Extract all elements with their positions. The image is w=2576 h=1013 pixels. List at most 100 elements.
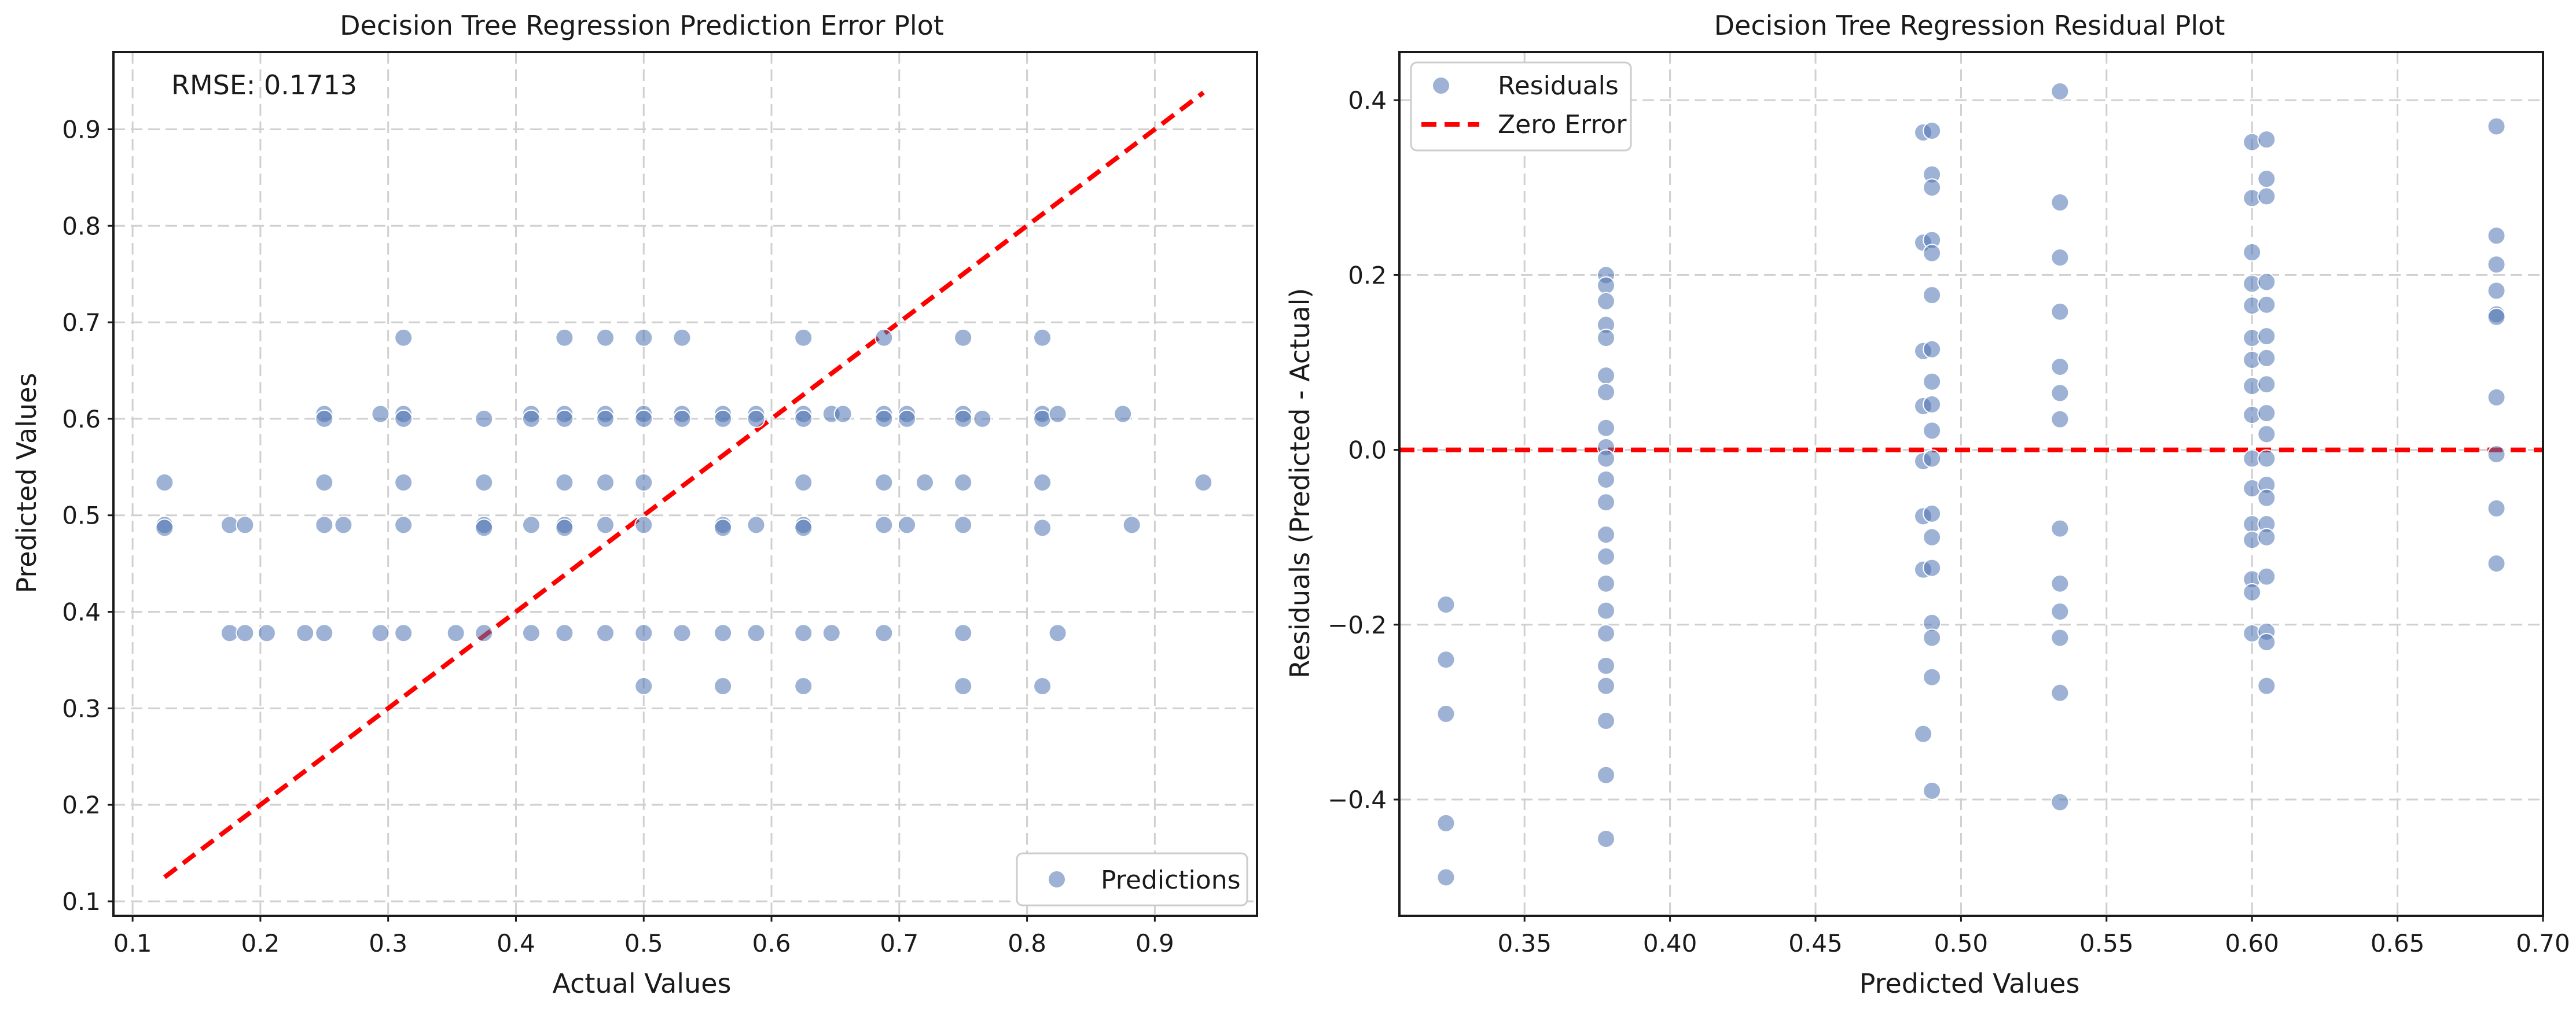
data-point — [2050, 519, 2070, 538]
data-point — [1033, 518, 1052, 537]
data-point — [1122, 515, 1141, 535]
data-point — [1923, 178, 1942, 197]
data-point — [1033, 676, 1052, 695]
legend-box — [1410, 61, 1632, 152]
data-point — [634, 328, 653, 347]
data-point — [2487, 255, 2506, 274]
legend-marker — [1048, 870, 1066, 889]
data-point — [833, 404, 852, 423]
data-points — [1436, 82, 2506, 887]
x-tick-label: 0.40 — [1643, 929, 1697, 957]
y-tick-label: 0.4 — [62, 598, 101, 627]
y-axis-label: Residuals (Predicted - Actual) — [1284, 288, 1315, 679]
data-point — [874, 409, 894, 428]
x-tick-label: 0.3 — [369, 929, 407, 957]
chart-title: Decision Tree Regression Residual Plot — [1714, 10, 2225, 41]
data-point — [673, 328, 692, 347]
data-point — [155, 518, 174, 537]
data-point — [1596, 276, 1615, 295]
data-point — [794, 409, 813, 428]
data-point — [2257, 528, 2276, 547]
data-point — [2243, 583, 2262, 602]
data-point — [954, 515, 973, 535]
data-point — [2257, 348, 2276, 367]
data-point — [2257, 633, 2276, 652]
data-point — [1436, 704, 1456, 723]
data-point — [2050, 193, 2070, 212]
data-point — [394, 515, 413, 535]
data-point — [634, 409, 653, 428]
data-point — [394, 328, 413, 347]
data-point — [634, 473, 653, 492]
y-tick-label: 0.1 — [62, 887, 101, 916]
data-point — [1436, 813, 1456, 832]
x-tick-label: 0.7 — [880, 929, 918, 957]
data-point — [634, 676, 653, 695]
data-point — [1436, 868, 1456, 887]
y-tick-label: −0.4 — [1328, 786, 1387, 814]
data-point — [2257, 425, 2276, 444]
legend-label: Zero Error — [1498, 110, 1627, 139]
y-tick-label: 0.6 — [62, 405, 101, 433]
axes-frame — [1398, 51, 2544, 917]
data-point — [1033, 328, 1052, 347]
data-point — [1596, 382, 1615, 401]
x-axis-label: Actual Values — [552, 968, 731, 999]
plot-area: 0.1 0.2 0.3 0.4 0.5 0.6 0.7 0.8 0.9 0.1 0.2 0.3 0.4 0… — [62, 51, 1258, 957]
data-point — [1596, 765, 1615, 784]
data-point — [475, 409, 494, 428]
data-point — [634, 515, 653, 535]
data-point — [794, 473, 813, 492]
data-point — [315, 473, 334, 492]
plot-area: 0.35 0.40 0.45 0.50 0.55 0.60 0.65 0.70 −0.4 −0.2… — [1328, 51, 2570, 957]
data-point — [596, 473, 615, 492]
data-point — [2487, 388, 2506, 407]
data-points — [155, 328, 1213, 695]
data-point — [236, 624, 255, 643]
data-point — [2257, 130, 2276, 149]
x-tick-label: 0.55 — [2079, 929, 2134, 957]
data-point — [1033, 473, 1052, 492]
data-point — [747, 409, 766, 428]
legend-marker — [1432, 76, 1450, 95]
data-point — [1923, 421, 1942, 440]
data-point — [2050, 384, 2070, 403]
data-point — [555, 409, 574, 428]
data-point — [315, 624, 334, 643]
data-point — [874, 624, 894, 643]
data-point — [2487, 281, 2506, 300]
data-point — [954, 409, 973, 428]
data-point — [1596, 329, 1615, 348]
data-point — [394, 409, 413, 428]
data-point — [2487, 445, 2506, 464]
data-point — [1596, 676, 1615, 695]
y-tick-label: 0.3 — [62, 694, 101, 723]
data-point — [1596, 493, 1615, 512]
data-point — [2050, 248, 2070, 267]
data-point — [475, 624, 494, 643]
data-point — [334, 515, 353, 535]
y-tick-label: 0.7 — [62, 308, 101, 337]
data-point — [1923, 121, 1942, 141]
data-point — [1923, 628, 1942, 647]
data-point — [634, 624, 653, 643]
data-point — [1596, 366, 1615, 385]
data-point — [747, 624, 766, 643]
data-point — [747, 515, 766, 535]
data-point — [915, 473, 934, 492]
data-point — [315, 515, 334, 535]
data-point — [2050, 410, 2070, 429]
data-point — [1923, 244, 1942, 263]
data-point — [954, 676, 973, 695]
y-tick-label: 0.8 — [62, 212, 101, 240]
data-point — [596, 624, 615, 643]
data-point — [954, 328, 973, 347]
legend-box — [1016, 852, 1248, 907]
data-point — [2050, 358, 2070, 377]
data-point — [2257, 170, 2276, 189]
y-tick-label: 0.4 — [1348, 86, 1387, 115]
data-point — [1596, 525, 1615, 544]
data-point — [1033, 409, 1052, 428]
data-point — [2257, 272, 2276, 292]
